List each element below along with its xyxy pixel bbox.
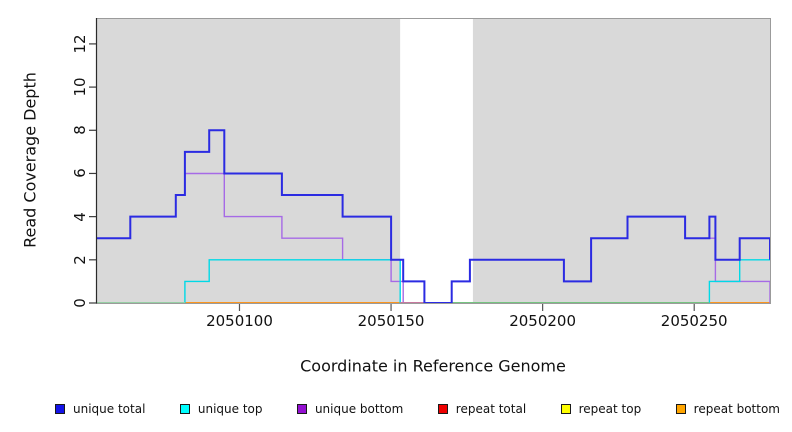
legend-label: repeat top [578,402,642,416]
gap-band [400,19,473,303]
x-tick-label: 2050150 [357,312,425,330]
legend-color-chip [179,404,190,414]
x-tick-label: 2050100 [206,312,273,330]
legend-label: unique top [197,402,263,416]
legend-item-repeat-bottom: repeat bottom [675,402,780,416]
legend-color-chip [55,404,65,414]
legend-color-chip [437,404,448,414]
y-tick-label: 4 [71,211,89,222]
x-tick-label: 2050200 [509,312,577,330]
y-tick-label: 6 [71,168,89,179]
legend-label: repeat total [455,402,527,416]
legend: unique total unique top unique bottom repea… [55,399,780,419]
y-tick-label: 12 [71,34,89,54]
legend-color-chip [560,404,571,414]
x-axis-title: Coordinate in Reference Genome [300,356,566,376]
legend-color-chip [675,404,686,414]
legend-item-repeat-total: repeat total [437,402,527,416]
legend-item-unique-total: unique total [55,402,145,416]
x-tick-label: 2050250 [660,312,728,330]
y-tick-label: 8 [71,125,89,136]
series-unique-top [97,259,770,304]
legend-label: repeat bottom [693,402,780,416]
y-axis-title: Read Coverage Depth [20,72,40,248]
legend-color-chip [296,404,307,414]
legend-label: unique total [73,402,146,416]
legend-item-unique-top: unique top [179,402,263,416]
legend-label: unique bottom [314,402,404,416]
legend-item-repeat-top: repeat top [560,402,642,416]
legend-item-unique-bottom: unique bottom [296,402,404,416]
y-tick-label: 2 [71,255,89,265]
y-tick-label: 10 [71,77,89,97]
y-tick-label: 0 [71,298,89,308]
